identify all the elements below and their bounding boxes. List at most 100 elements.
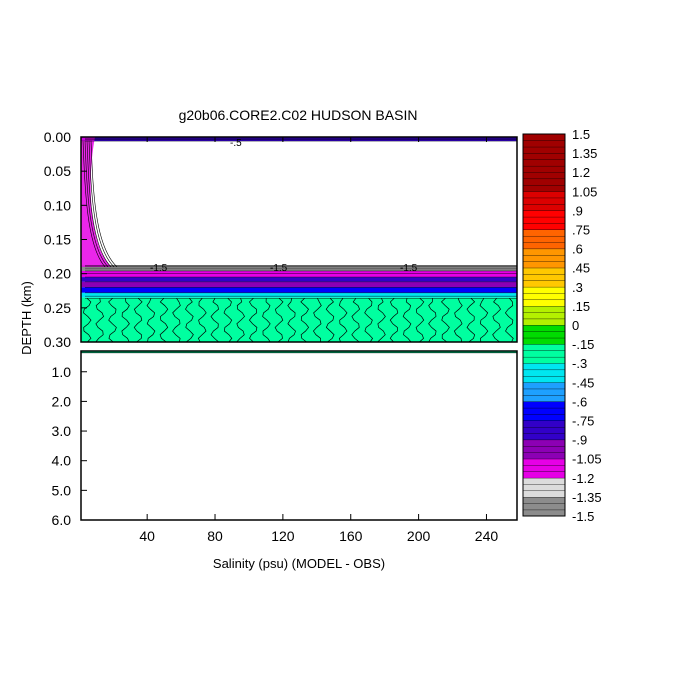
colorbar-swatch [522, 286, 566, 294]
colorbar-swatch [522, 375, 566, 383]
colorbar-swatch [522, 337, 566, 345]
colorbar-swatch [522, 439, 566, 447]
colorbar-tick-label: 1.35 [572, 146, 597, 161]
x-axis-title: Salinity (psu) (MODEL - OBS) [213, 556, 385, 571]
colorbar-swatch [522, 133, 566, 141]
colorbar-swatch [522, 356, 566, 364]
colorbar-swatch [522, 152, 566, 160]
colorbar-tick-label: .3 [572, 280, 583, 295]
y-axis-title: DEPTH (km) [19, 281, 34, 355]
colorbar-swatch [522, 203, 566, 211]
x-tick-label: 40 [139, 528, 155, 544]
colorbar-swatch [522, 318, 566, 326]
contour-line [274, 298, 284, 342]
x-tick-label: 160 [339, 528, 363, 544]
depth-band [81, 351, 517, 353]
colorbar-swatch [522, 216, 566, 224]
colorbar-swatch [522, 496, 566, 504]
depth-band [81, 292, 517, 298]
colorbar-swatch [522, 394, 566, 402]
colorbar-swatch [522, 445, 566, 453]
colorbar-tick-label: -.45 [572, 375, 594, 390]
colorbar-swatch [522, 426, 566, 434]
contour-line [287, 298, 296, 342]
colorbar-swatch [522, 433, 566, 441]
colorbar-swatch [522, 312, 566, 320]
colorbar-tick-label: 1.5 [572, 127, 590, 142]
y-tick-label: 0.20 [44, 266, 71, 282]
colorbar-swatch [522, 363, 566, 371]
colorbar-tick-label: -1.5 [572, 509, 594, 524]
colorbar-tick-label: -.75 [572, 414, 594, 429]
colorbar-swatch [522, 477, 566, 485]
colorbar-swatch [522, 210, 566, 218]
y-tick-label: 2.0 [52, 393, 72, 409]
y-tick-label: 0.10 [44, 197, 71, 213]
contour-line [210, 298, 219, 342]
upper-panel-field [81, 137, 517, 342]
contour-line [325, 298, 335, 342]
colorbar-swatch [522, 509, 566, 517]
colorbar-swatch [522, 222, 566, 230]
colorbar-swatch [522, 471, 566, 479]
y-tick-label: 5.0 [52, 482, 72, 498]
colorbar-swatch [522, 267, 566, 275]
contour-line [185, 298, 194, 342]
colorbar-tick-label: 1.05 [572, 184, 597, 199]
colorbar-tick-label: .9 [572, 203, 583, 218]
colorbar-frame [522, 133, 566, 517]
colorbar-swatch [522, 331, 566, 339]
colorbar-swatch [522, 407, 566, 415]
upper-y-axis: 0.00 0.05 0.10 0.15 0.20 0.25 0.30 [44, 129, 87, 350]
colorbar-swatch [522, 369, 566, 377]
contour-line [82, 140, 106, 268]
contour-line [453, 298, 463, 342]
colorbar-swatch [522, 420, 566, 428]
x-tick-label: 200 [407, 528, 431, 544]
colorbar-swatch [522, 458, 566, 466]
contour-line [504, 298, 514, 342]
y-tick-label: 0.05 [44, 163, 71, 179]
x-axis: 40 80 120 160 200 240 [139, 137, 498, 544]
x-tick-label: 240 [475, 528, 499, 544]
colorbar-swatch [522, 159, 566, 167]
colorbar-swatch [522, 401, 566, 409]
contour-line [440, 298, 450, 342]
y-tick-label: 0.30 [44, 334, 71, 350]
contour-line [133, 298, 143, 342]
colorbar-swatch [522, 413, 566, 421]
colorbar-tick-label: .45 [572, 261, 590, 276]
colorbar-swatch [522, 382, 566, 390]
y-tick-label: 4.0 [52, 453, 72, 469]
y-tick-label: 0.25 [44, 300, 71, 316]
colorbar-tick-label: -.3 [572, 356, 587, 371]
contour-line [197, 298, 207, 342]
lower-panel-frame [80, 350, 518, 521]
y-tick-label: 0.00 [44, 129, 71, 145]
colorbar-swatch [522, 172, 566, 180]
contour-line [108, 298, 117, 342]
colorbar-tick-label: .6 [572, 242, 583, 257]
colorbar-tick-label: -1.35 [572, 490, 602, 505]
colorbar-swatch [522, 273, 566, 281]
colorbar-swatch [522, 248, 566, 256]
depth-band [81, 281, 517, 288]
lower-y-axis: 1.0 2.0 3.0 4.0 5.0 6.0 [52, 364, 87, 528]
colorbar-swatch [522, 490, 566, 498]
colorbar-swatch [522, 305, 566, 313]
y-tick-label: 1.0 [52, 364, 72, 380]
contour-label: -1.5 [150, 263, 168, 274]
colorbar-tick-label: .75 [572, 223, 590, 238]
contour-line [479, 298, 489, 342]
contour-line [466, 298, 476, 342]
colorbar-tick-label: 1.2 [572, 165, 590, 180]
colorbar-swatch [522, 452, 566, 460]
depth-band [81, 297, 517, 342]
colorbar-swatch [522, 464, 566, 472]
colorbar-tick-label: -1.2 [572, 471, 594, 486]
colorbar-swatch [522, 140, 566, 148]
colorbar-swatch [522, 280, 566, 288]
depth-band [81, 270, 517, 278]
colorbar-tick-label: -.15 [572, 337, 594, 352]
